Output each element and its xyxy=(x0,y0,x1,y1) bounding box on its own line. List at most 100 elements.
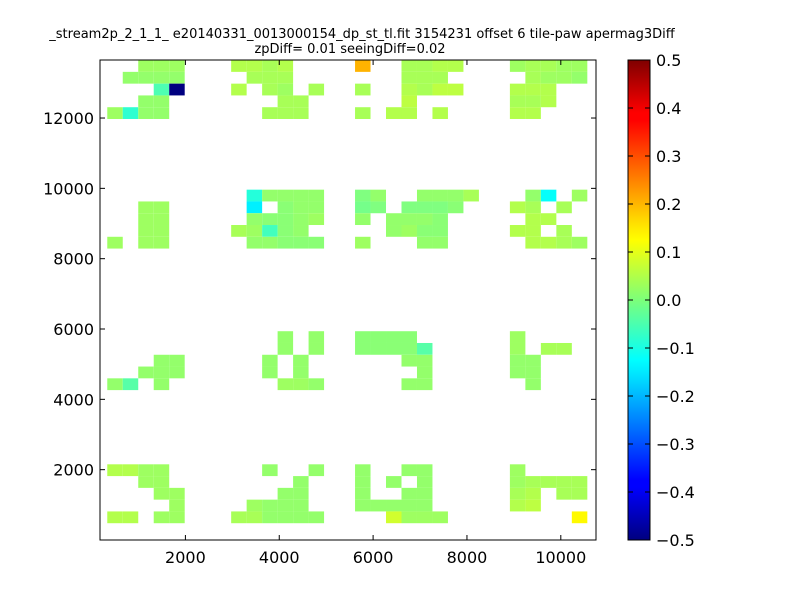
heatmap-cell xyxy=(262,83,278,96)
heatmap-cell xyxy=(416,236,433,249)
y-tick-label: 2000 xyxy=(53,461,94,480)
heatmap-cell xyxy=(386,499,402,512)
heatmap-cell xyxy=(386,476,402,488)
heatmap-cell xyxy=(509,225,526,237)
heatmap-cell xyxy=(153,464,170,477)
heatmap-cell xyxy=(107,511,123,524)
heatmap-cell xyxy=(246,236,263,249)
heatmap-cell xyxy=(293,189,309,202)
heatmap-cell xyxy=(525,189,541,202)
heatmap-cell xyxy=(355,464,371,477)
colorbar-tick-label: −0.3 xyxy=(656,435,695,454)
heatmap-cell xyxy=(153,487,170,500)
heatmap-cell xyxy=(509,487,526,500)
heatmap-cell xyxy=(293,499,309,512)
heatmap-cell xyxy=(262,213,278,226)
x-tick-label: 4000 xyxy=(259,548,300,567)
heatmap-cell xyxy=(571,60,588,72)
heatmap-cell xyxy=(122,71,139,84)
heatmap-cell xyxy=(401,378,417,391)
heatmap-cell xyxy=(416,189,433,202)
heatmap-cell xyxy=(416,366,433,379)
heatmap-cell xyxy=(231,83,247,96)
heatmap-cell xyxy=(386,342,402,355)
colorbar-tick-label: 0.5 xyxy=(656,51,681,70)
heatmap-cell xyxy=(556,487,572,500)
heatmap-cell xyxy=(432,71,448,84)
heatmap-cell xyxy=(293,511,309,524)
heatmap-cell xyxy=(370,201,387,214)
heatmap-cell xyxy=(231,60,247,72)
heatmap-cell xyxy=(509,354,526,367)
heatmap-cell xyxy=(540,342,557,355)
heatmap-cell xyxy=(277,378,294,391)
heatmap-cell xyxy=(401,83,417,96)
heatmap-cell xyxy=(540,71,557,84)
heatmap-cell xyxy=(262,236,278,249)
heatmap-cell xyxy=(308,464,325,477)
heatmap-cell xyxy=(416,354,433,367)
heatmap-cell xyxy=(262,189,278,202)
heatmap-cell xyxy=(525,236,541,249)
colorbar-tick-label: 0.0 xyxy=(656,291,681,310)
heatmap-cell xyxy=(153,354,170,367)
heatmap-cell xyxy=(231,225,247,237)
heatmap-cell xyxy=(556,236,572,249)
heatmap-cell xyxy=(169,366,185,379)
heatmap-cell xyxy=(540,213,557,226)
y-tick-label: 10000 xyxy=(43,179,94,198)
heatmap-cell xyxy=(370,189,387,202)
heatmap-cell xyxy=(355,189,371,202)
heatmap-cell xyxy=(556,71,572,84)
heatmap-cell xyxy=(432,213,448,226)
heatmap-cell xyxy=(246,499,263,512)
heatmap-cell xyxy=(308,331,325,343)
heatmap-cell xyxy=(246,71,263,84)
heatmap-cell xyxy=(556,60,572,72)
heatmap-cell xyxy=(416,71,433,84)
heatmap-cell xyxy=(293,378,309,391)
heatmap-cell xyxy=(169,83,185,96)
heatmap-cell xyxy=(138,107,154,119)
colorbar-tick-label: 0.2 xyxy=(656,195,681,214)
heatmap-cell xyxy=(277,189,294,202)
heatmap-cell xyxy=(262,511,278,524)
heatmap-cell xyxy=(416,225,433,237)
heatmap-cell xyxy=(308,83,325,96)
heatmap-cell xyxy=(138,236,154,249)
heatmap-cell xyxy=(571,476,588,488)
heatmap-cell xyxy=(138,476,154,488)
heatmap-cell xyxy=(401,71,417,84)
heatmap-cell xyxy=(169,511,185,524)
heatmap-cell xyxy=(308,213,325,226)
heatmap-cell xyxy=(277,83,294,96)
heatmap-cell xyxy=(463,189,479,202)
heatmap-cell xyxy=(509,499,526,512)
heatmap-cell xyxy=(525,60,541,72)
heatmap-cell xyxy=(525,213,541,226)
heatmap-cell xyxy=(401,107,417,119)
colorbar-tick-label: −0.4 xyxy=(656,483,695,502)
heatmap-cell xyxy=(308,511,325,524)
heatmap-cell xyxy=(107,107,123,119)
colorbar-tick-label: −0.1 xyxy=(656,339,695,358)
heatmap-cell xyxy=(262,499,278,512)
heatmap-cell xyxy=(370,342,387,355)
heatmap-cell xyxy=(509,342,526,355)
x-tick-label: 2000 xyxy=(165,548,206,567)
heatmap-cell xyxy=(386,213,402,226)
heatmap-cell xyxy=(122,378,139,391)
heatmap-cell xyxy=(540,95,557,108)
heatmap-cell xyxy=(293,201,309,214)
heatmap-cell xyxy=(540,189,557,202)
heatmap-cell xyxy=(122,464,139,477)
heatmap-cell xyxy=(355,201,371,214)
heatmap-cell xyxy=(401,487,417,500)
heatmap-cell xyxy=(432,236,448,249)
colorbar-tick-label: 0.1 xyxy=(656,243,681,262)
heatmap-cell xyxy=(525,83,541,96)
heatmap-cell xyxy=(432,60,448,72)
heatmap-cell xyxy=(416,511,433,524)
colorbar-tick-label: −0.5 xyxy=(656,531,695,550)
heatmap-cell xyxy=(153,366,170,379)
